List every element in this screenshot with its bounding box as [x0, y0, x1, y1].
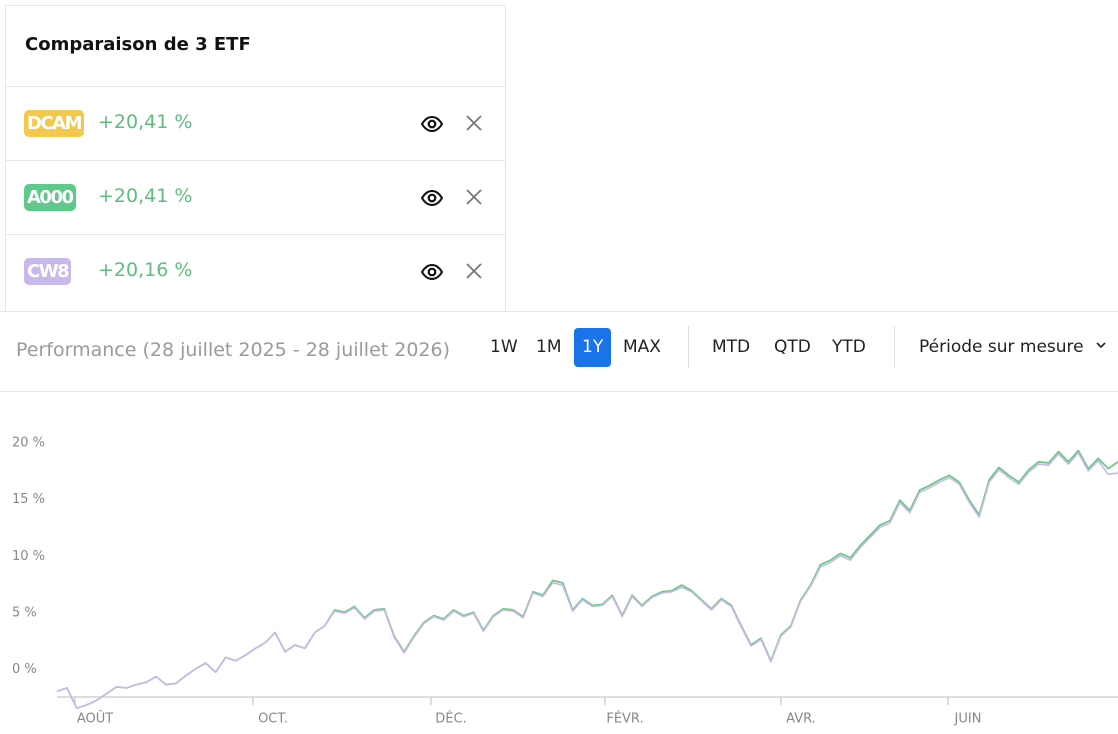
- visibility-toggle[interactable]: [420, 186, 444, 210]
- y-tick-label: 5 %: [12, 605, 37, 620]
- card-title: Comparaison de 3 ETF: [25, 34, 251, 55]
- custom-period[interactable]: Période sur mesure: [911, 328, 1116, 367]
- change-value: +20,41 %: [98, 185, 193, 207]
- etf-row: CW8 +20,16 %: [6, 234, 505, 309]
- x-tick-label: FÉVR.: [606, 711, 643, 727]
- ticker-badge: A000: [24, 184, 76, 211]
- period-button[interactable]: YTD: [832, 337, 866, 357]
- close-cross: [466, 189, 482, 205]
- x-tick-label: AOÛT: [77, 711, 113, 727]
- change-value: +20,16 %: [98, 259, 193, 281]
- eye-pupil: [427, 193, 437, 203]
- close-cross: [466, 115, 482, 131]
- etf-row: A000 +20,41 %: [6, 160, 505, 235]
- period-button[interactable]: QTD: [774, 337, 811, 357]
- eye-outline: [420, 189, 444, 207]
- ticker-badge: CW8: [24, 258, 72, 285]
- period-button[interactable]: MTD: [712, 337, 751, 357]
- change-value: +20,41 %: [98, 111, 193, 133]
- toolbar: Performance (28 juillet 2025 - 28 juille…: [0, 311, 1118, 392]
- y-tick-label: 10 %: [12, 549, 45, 564]
- y-tick-label: 20 %: [12, 436, 45, 451]
- range-button[interactable]: 1M: [536, 337, 562, 357]
- eye-pupil: [427, 267, 437, 277]
- range-button[interactable]: 1W: [490, 337, 518, 357]
- visibility-toggle[interactable]: [420, 112, 444, 136]
- remove-button[interactable]: [463, 186, 485, 208]
- eye-outline: [420, 263, 444, 281]
- custom-period-label: Période sur mesure: [919, 337, 1084, 357]
- remove-button[interactable]: [463, 112, 485, 134]
- separator: [894, 326, 895, 368]
- x-tick-label: DÉC.: [435, 711, 466, 727]
- remove-button[interactable]: [463, 260, 485, 282]
- x-tick-label: JUIN: [954, 712, 982, 727]
- visibility-toggle[interactable]: [420, 260, 444, 284]
- ticker-badge: DCAM: [24, 110, 84, 137]
- etf-row: DCAM +20,41 %: [6, 86, 505, 161]
- close-cross: [466, 263, 482, 279]
- chevron: [1096, 342, 1106, 349]
- separator: [688, 326, 689, 368]
- range-button[interactable]: MAX: [623, 337, 661, 357]
- series-line: [56, 452, 1118, 710]
- performance-title: Performance (28 juillet 2025 - 28 juille…: [16, 339, 451, 361]
- x-tick-label: OCT.: [258, 712, 288, 727]
- series-line: [56, 449, 1118, 710]
- series-line: [56, 449, 1118, 710]
- range-button[interactable]: 1Y: [574, 328, 612, 367]
- y-tick-label: 0 %: [12, 662, 37, 677]
- eye-outline: [420, 115, 444, 133]
- eye-pupil: [427, 119, 437, 129]
- y-tick-label: 15 %: [12, 492, 45, 507]
- chevron-path: [1096, 342, 1106, 349]
- comparison-card: Comparaison de 3 ETF DCAM +20,41 % A000 +20…: [5, 5, 506, 311]
- x-tick-label: AVR.: [786, 712, 816, 727]
